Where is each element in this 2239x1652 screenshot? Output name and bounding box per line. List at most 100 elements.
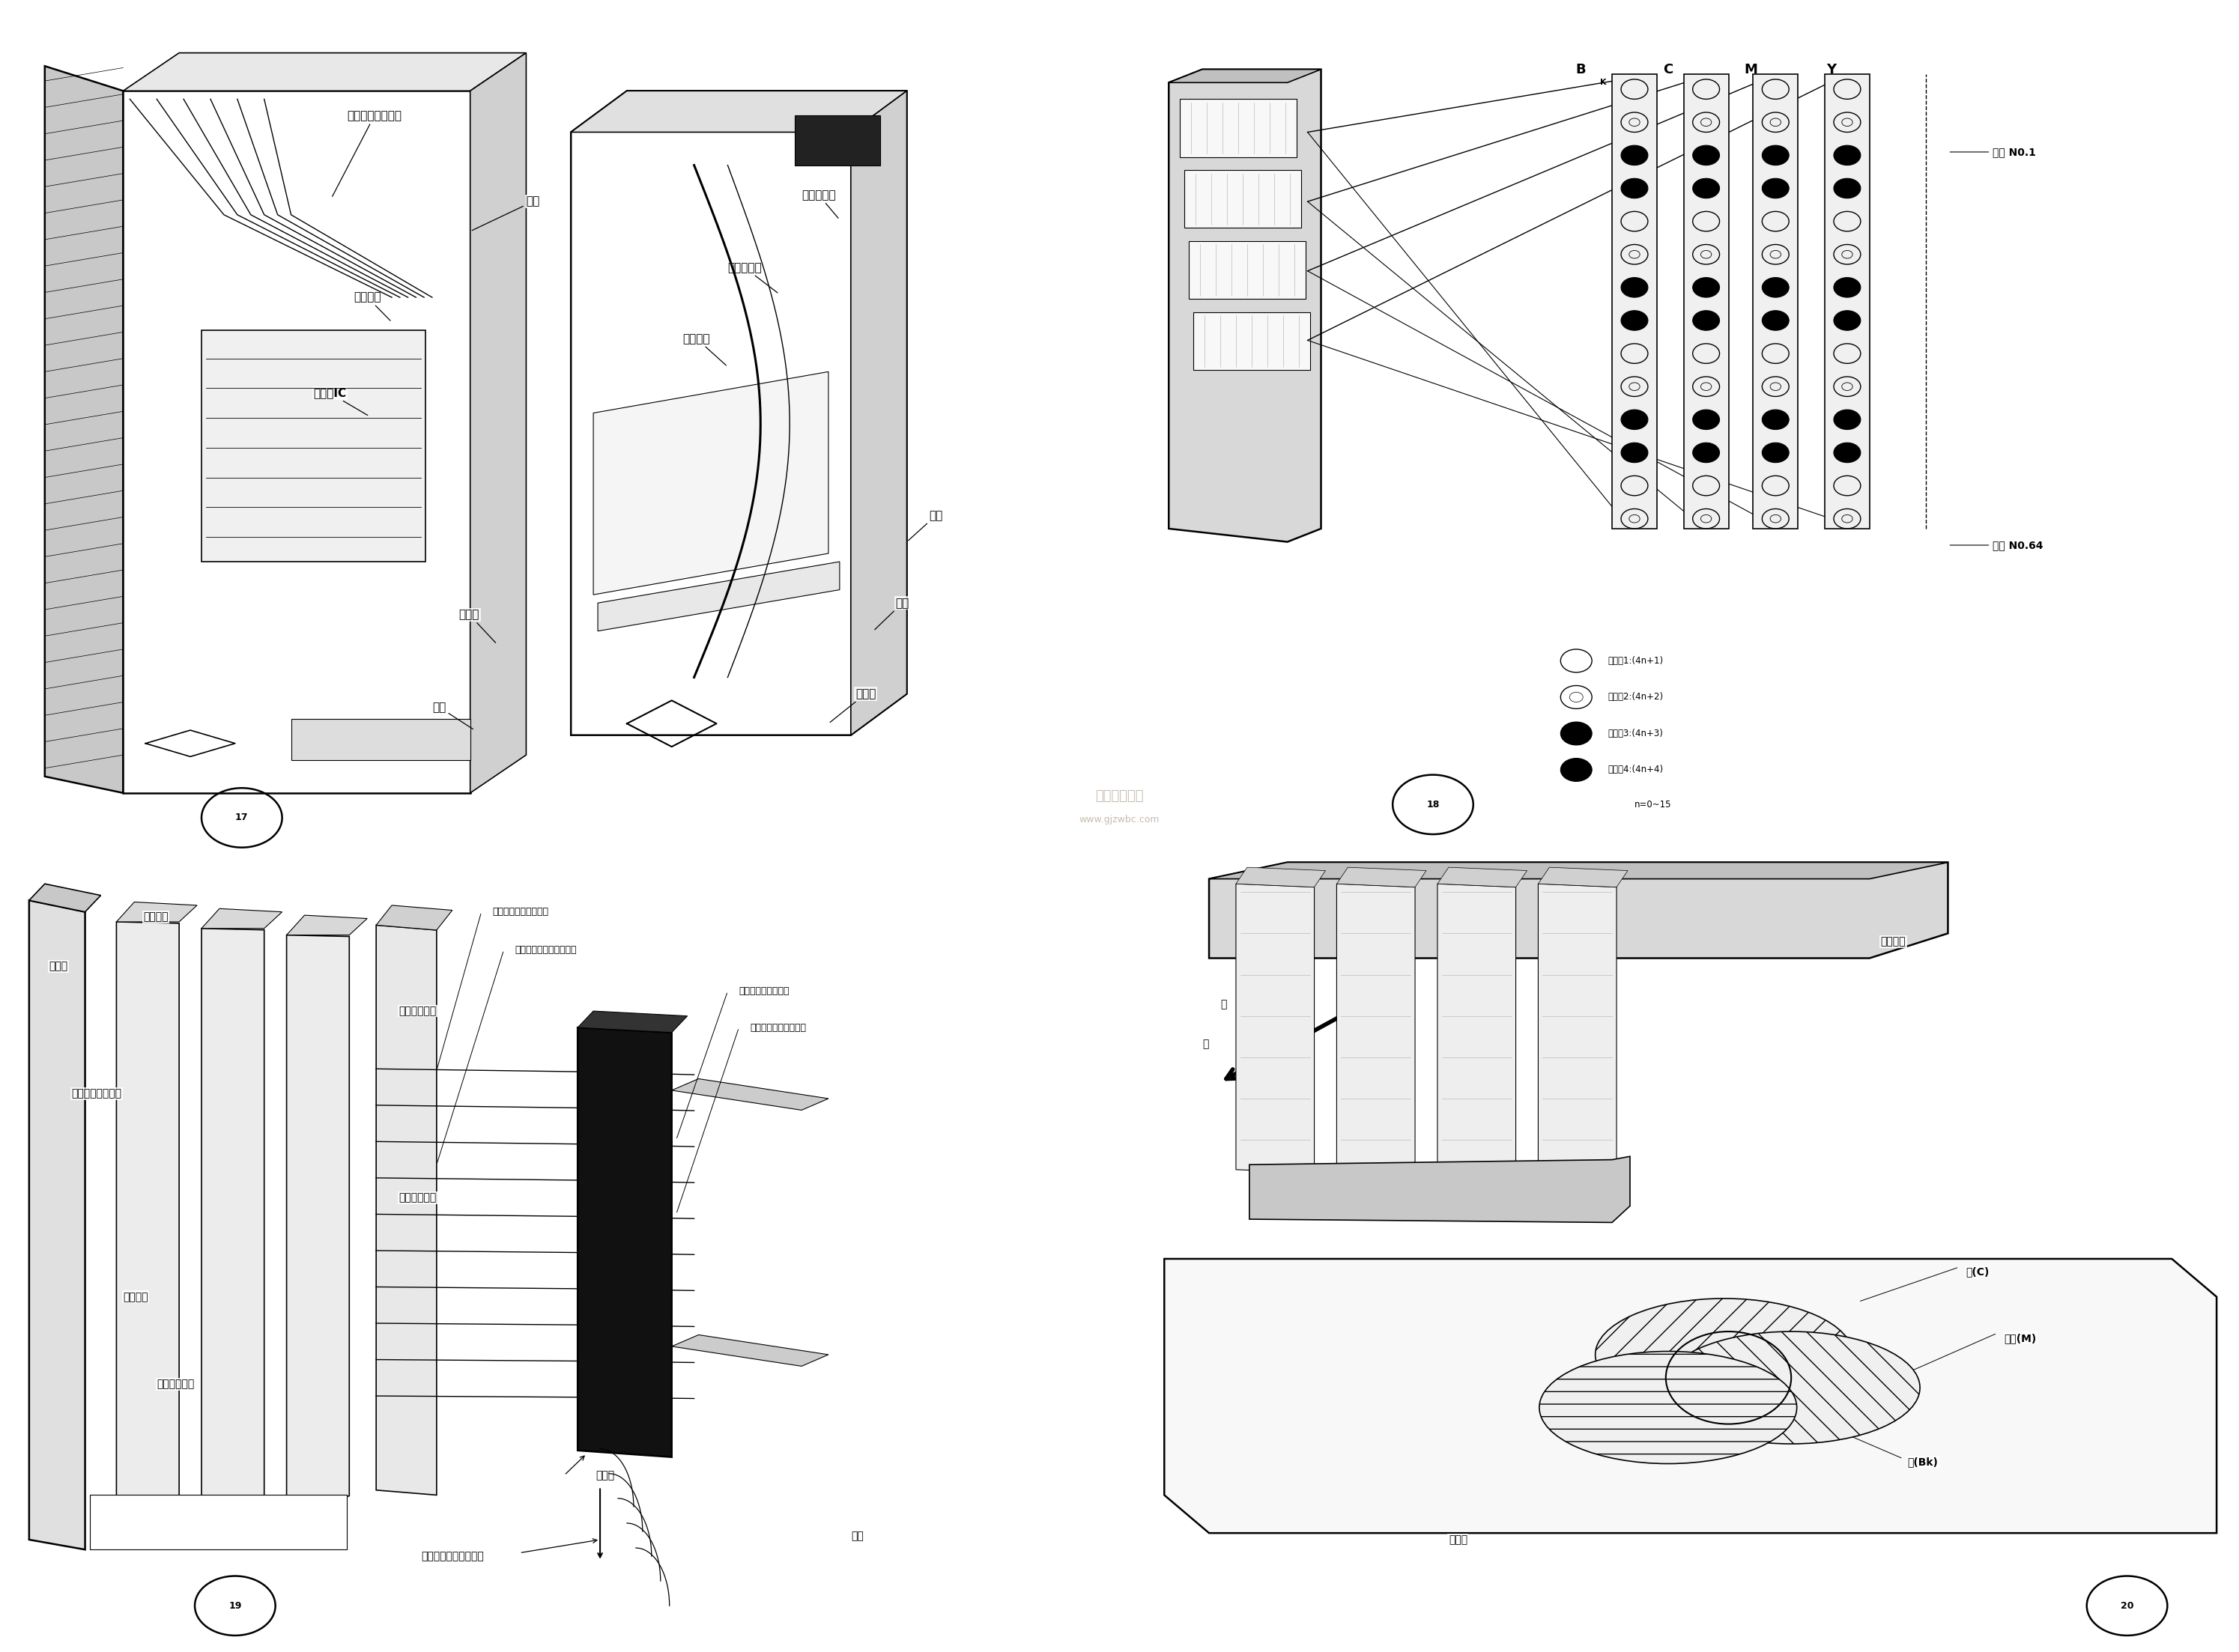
Text: 加热组3:(4n+3): 加热组3:(4n+3) <box>1608 729 1664 738</box>
Text: 喷头加热信号: 喷头加热信号 <box>157 1379 195 1389</box>
Text: 基板: 基板 <box>472 197 540 230</box>
Text: 支撑架: 支撑架 <box>459 610 495 643</box>
Text: 打印信号: 打印信号 <box>143 912 168 922</box>
Polygon shape <box>1209 862 1948 958</box>
Text: 墨水过滤器: 墨水过滤器 <box>802 190 837 218</box>
Text: 喷嘴 N0.64: 喷嘴 N0.64 <box>1950 540 2044 550</box>
Polygon shape <box>123 53 526 91</box>
Text: Y: Y <box>1827 63 1836 76</box>
Polygon shape <box>116 902 197 922</box>
Polygon shape <box>29 884 101 912</box>
Polygon shape <box>598 562 840 631</box>
Circle shape <box>1762 311 1789 330</box>
Text: 热敏电阻: 热敏电阻 <box>354 292 390 320</box>
Bar <box>1684 74 1729 529</box>
Polygon shape <box>1437 884 1516 1173</box>
Polygon shape <box>1337 867 1426 887</box>
Polygon shape <box>571 91 907 735</box>
Ellipse shape <box>1664 1332 1921 1444</box>
Polygon shape <box>29 900 85 1550</box>
Circle shape <box>1621 278 1648 297</box>
Polygon shape <box>1164 1259 2217 1533</box>
Circle shape <box>1561 722 1592 745</box>
Circle shape <box>1693 311 1720 330</box>
Text: K: K <box>1601 79 1605 86</box>
Text: 加热器: 加热器 <box>596 1470 613 1480</box>
Circle shape <box>1693 145 1720 165</box>
Polygon shape <box>45 66 123 793</box>
Text: 青: 青 <box>1220 999 1227 1009</box>
Text: 青(C): 青(C) <box>1966 1267 1988 1277</box>
Ellipse shape <box>1596 1298 1854 1411</box>
Text: 小车单元: 小车单元 <box>1881 937 1905 947</box>
Circle shape <box>1762 145 1789 165</box>
Text: 这个信号不驱动加热器: 这个信号不驱动加热器 <box>750 1023 806 1032</box>
Polygon shape <box>202 928 264 1513</box>
Text: 黄(Y): 黄(Y) <box>1825 1416 1847 1426</box>
Text: n=0~15: n=0~15 <box>1634 800 1673 809</box>
Text: 加热组4:(4n+4): 加热组4:(4n+4) <box>1608 765 1664 775</box>
Text: 硅板: 硅板 <box>875 598 909 629</box>
Polygon shape <box>376 905 452 930</box>
Polygon shape <box>1236 867 1325 887</box>
Circle shape <box>1834 278 1861 297</box>
Bar <box>1753 74 1798 529</box>
Polygon shape <box>578 1028 672 1457</box>
Circle shape <box>1693 278 1720 297</box>
Text: 喷嘴: 喷嘴 <box>851 1531 864 1541</box>
Polygon shape <box>202 909 282 928</box>
Text: 喷嘴 N0.1: 喷嘴 N0.1 <box>1950 147 2035 157</box>
Text: 来自墨水缓存器的墨水: 来自墨水缓存器的墨水 <box>421 1551 484 1561</box>
Text: 精通维修下载: 精通维修下载 <box>1095 790 1144 803</box>
Text: 该并行打印信号不被保持: 该并行打印信号不被保持 <box>515 945 578 955</box>
Circle shape <box>1834 443 1861 463</box>
Text: 这个信号驱动加热器: 这个信号驱动加热器 <box>739 986 790 996</box>
Text: 喷头加热控制信号: 喷头加热控制信号 <box>72 1089 121 1099</box>
Polygon shape <box>123 91 470 793</box>
Polygon shape <box>287 915 367 935</box>
Polygon shape <box>578 1011 687 1032</box>
Text: 打印方向: 打印方向 <box>1337 1077 1359 1087</box>
Text: 19: 19 <box>228 1601 242 1611</box>
Text: 喷嘴: 喷嘴 <box>432 702 472 729</box>
Polygon shape <box>287 935 349 1513</box>
Text: 17: 17 <box>235 813 249 823</box>
Circle shape <box>1693 178 1720 198</box>
Polygon shape <box>1249 1156 1630 1222</box>
Polygon shape <box>593 372 828 595</box>
Text: 品红(M): 品红(M) <box>2004 1333 2035 1343</box>
Polygon shape <box>202 330 425 562</box>
Circle shape <box>1762 443 1789 463</box>
Polygon shape <box>851 91 907 735</box>
Polygon shape <box>1209 862 1948 879</box>
Text: 加热脉冲设置电阻: 加热脉冲设置电阻 <box>331 111 401 197</box>
Bar <box>1189 241 1305 299</box>
Text: 并行打印信号: 并行打印信号 <box>399 1006 437 1016</box>
Text: 气泡喷头: 气泡喷头 <box>123 1292 148 1302</box>
Polygon shape <box>376 925 437 1495</box>
Polygon shape <box>672 1335 828 1366</box>
Text: 打印纸: 打印纸 <box>1449 1535 1467 1545</box>
Text: 20: 20 <box>2120 1601 2134 1611</box>
Circle shape <box>1762 178 1789 198</box>
Text: 加热器: 加热器 <box>831 689 875 722</box>
Text: 升温加热器: 升温加热器 <box>728 263 777 292</box>
Polygon shape <box>90 1495 347 1550</box>
Text: 喷头加热信号: 喷头加热信号 <box>399 1193 437 1203</box>
Circle shape <box>1762 278 1789 297</box>
Text: 18: 18 <box>1426 800 1440 809</box>
Polygon shape <box>1437 867 1527 887</box>
Polygon shape <box>291 719 470 760</box>
Circle shape <box>1834 145 1861 165</box>
Polygon shape <box>1169 69 1321 83</box>
Polygon shape <box>1538 867 1628 887</box>
Circle shape <box>1834 410 1861 430</box>
Bar <box>1825 74 1870 529</box>
Text: 黑(Bk): 黑(Bk) <box>1908 1457 1939 1467</box>
Ellipse shape <box>1540 1351 1796 1464</box>
Polygon shape <box>116 922 179 1513</box>
Text: 小车板: 小车板 <box>49 961 67 971</box>
Circle shape <box>1762 410 1789 430</box>
Polygon shape <box>1538 884 1617 1173</box>
Circle shape <box>1621 443 1648 463</box>
